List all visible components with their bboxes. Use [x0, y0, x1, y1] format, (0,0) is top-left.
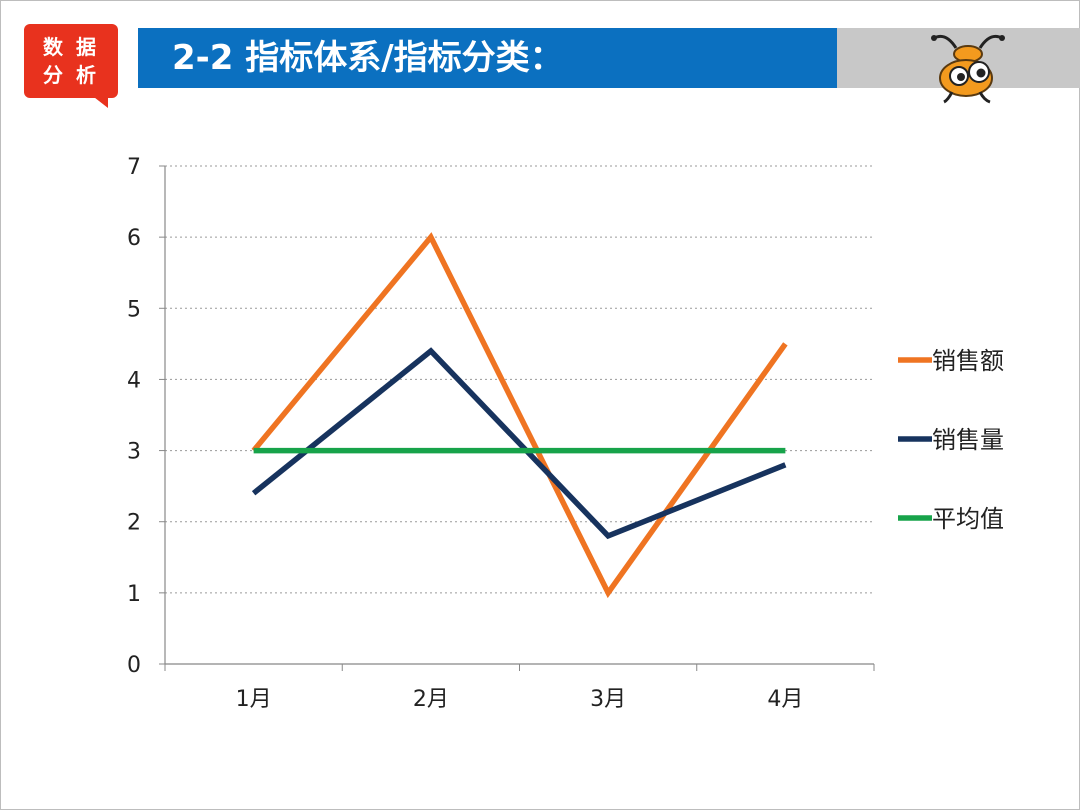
y-tick-label: 7: [127, 155, 141, 180]
series-line-2: [251, 347, 787, 540]
badge-line-2: 分 析: [43, 63, 99, 87]
x-tick-label: 1月: [236, 687, 272, 712]
x-tick-label: 2月: [413, 687, 449, 712]
legend-label-2: 销售量: [932, 426, 1004, 454]
series-line-1: [251, 232, 788, 599]
x-tick-label: 4月: [767, 687, 803, 712]
legend-label-3: 平均值: [932, 505, 1004, 533]
y-tick-label: 3: [127, 440, 141, 465]
page-title: 2-2 指标体系/指标分类：: [172, 38, 564, 78]
y-tick-label: 1: [127, 582, 141, 607]
ant-mascot-icon: [931, 34, 1005, 104]
x-tick-label: 3月: [590, 687, 626, 712]
legend-label-1: 销售额: [932, 347, 1004, 375]
y-tick-label: 5: [127, 297, 141, 322]
y-tick-label: 0: [127, 653, 141, 678]
y-tick-label: 6: [127, 226, 141, 251]
badge-line-1: 数 据: [43, 35, 99, 59]
y-tick-label: 2: [127, 511, 141, 536]
badge-tail: [90, 94, 108, 108]
logo-badge: 数 据 分 析: [24, 24, 118, 108]
y-tick-label: 4: [127, 368, 141, 393]
title-bar: 2-2 指标体系/指标分类：: [138, 28, 837, 88]
